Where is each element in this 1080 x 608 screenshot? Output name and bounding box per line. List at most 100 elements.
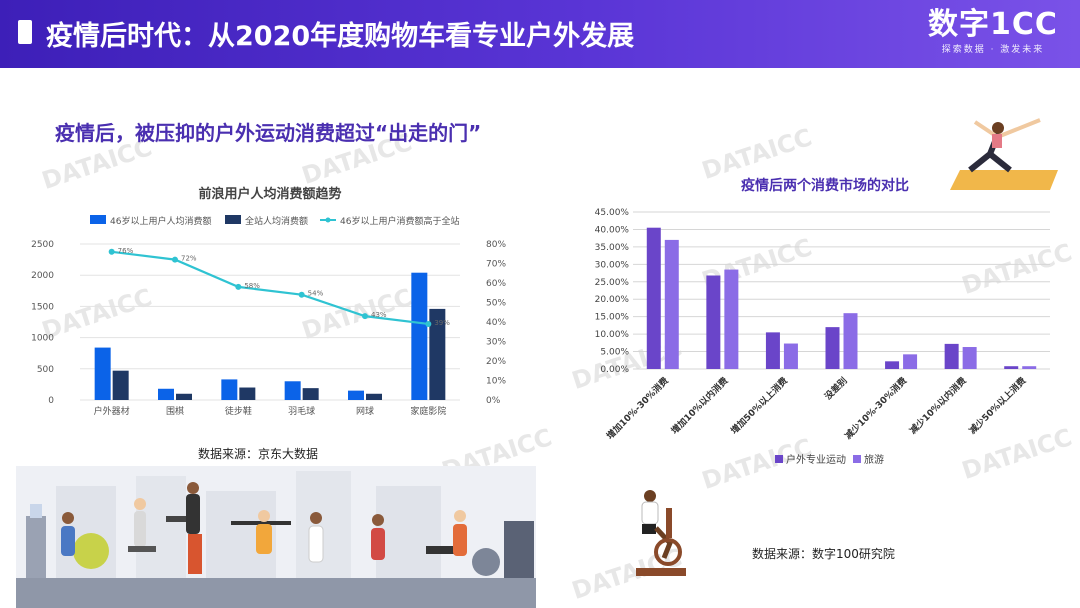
y-tick-right: 70% [486,260,506,270]
bar-site-average [112,370,129,400]
gym-illustration [16,466,536,608]
bar-site-average [302,388,319,400]
y-tick-left: 2500 [31,240,54,250]
series-line [111,250,429,326]
section-title: 疫情后，被压抑的户外运动消费超过“出走的门” [55,121,482,145]
left-data-source: 数据来源：京东大数据 [198,447,319,461]
line-point [172,256,178,263]
yoga-illustration [950,118,1058,190]
bar-travel [664,239,679,369]
y-tick-left: 1500 [31,302,54,312]
y-tick-left: 0 [48,396,54,406]
y-tick-right: 60% [486,279,506,289]
bar-site-average [366,393,382,400]
bar-46plus [284,381,301,400]
x-tick-label: 增加10%以内消费 [669,375,731,437]
y-tick-right: 50% [486,299,506,309]
x-tick-label: 网球 [356,405,374,417]
chart-title: 前浪用户人均消费额趋势 [198,186,341,202]
bar-46plus [411,272,428,400]
data-label: 76% [118,247,134,255]
legend-label: 46岁以上用户消费额高于全站 [340,215,459,227]
bar-site-average [239,387,256,400]
x-tick-label: 减少10%以内消费 [907,375,969,437]
legend-swatch [775,455,783,463]
data-label: 39% [434,319,450,327]
bar-site-average [176,393,192,400]
bar-travel [962,347,977,369]
bar-outdoor [646,227,661,369]
legend-label: 旅游 [864,453,884,466]
bar-travel [783,343,798,369]
right-data-source: 数据来源：数字100研究院 [752,547,895,561]
y-tick-left: 500 [37,365,54,375]
bar-46plus [221,379,238,400]
y-tick: 5.00% [600,348,629,358]
x-tick-label: 增加10%-30%消费 [604,375,671,442]
line-point [298,291,305,298]
data-label: 58% [244,282,260,290]
bar-outdoor [765,332,780,369]
logo-text: 数字1CC [928,7,1058,42]
y-tick-right: 40% [486,318,506,328]
legend-swatch [225,215,241,224]
bar-outdoor [944,343,959,369]
y-tick: 0.00% [600,365,629,375]
y-tick: 35.00% [595,243,630,253]
bar-travel [843,313,858,369]
brand-logo: 数字1CC 探索数据 · 激发未来 [928,8,1058,60]
y-tick: 15.00% [595,313,630,323]
y-tick-left: 1000 [31,334,54,344]
legend-swatch [90,215,106,224]
x-tick-label: 羽毛球 [288,405,315,417]
x-tick-label: 增加50%以上消费 [728,375,790,437]
bar-travel [724,269,739,369]
y-tick: 20.00% [595,295,630,305]
line-point [362,313,368,320]
x-tick-label: 减少10%-30%消费 [842,375,909,442]
bar-46plus [158,388,174,400]
legend-swatch [853,455,861,463]
bar-46plus [94,347,111,400]
legend-swatch-dot [325,217,331,223]
x-tick-label: 家庭影院 [410,405,446,417]
chart-consumption-trend: 前浪用户人均消费额趋势 46岁以上用户人均消费额 全站人均消费额 46岁以上用户消费额… [31,186,506,417]
logo-tagline: 探索数据 · 激发未来 [941,45,1045,55]
x-tick-label: 减少50%以上消费 [966,375,1028,437]
data-label: 72% [181,255,197,263]
bar-outdoor [1004,366,1019,369]
y-tick-right: 30% [486,338,506,348]
y-tick: 30.00% [595,260,630,270]
x-tick-label: 没差别 [822,375,850,403]
bar-travel [1022,366,1037,369]
legend-label: 户外专业运动 [786,453,846,466]
y-tick: 45.00% [595,208,630,218]
x-tick-label: 围棋 [166,405,184,417]
y-tick-right: 80% [486,240,506,250]
bar-outdoor [825,327,840,369]
y-tick-left: 2000 [31,271,54,281]
header-accent-mark [18,20,32,44]
line-point [235,283,242,290]
y-tick: 10.00% [595,330,630,340]
chart-title: 疫情后两个消费市场的对比 [741,177,909,194]
data-label: 43% [371,311,387,319]
y-tick-right: 0% [486,396,501,406]
legend-label: 46岁以上用户人均消费额 [110,215,211,227]
data-label: 54% [308,290,324,298]
bar-outdoor [706,275,721,369]
header-bar: 疫情后时代：从2020年度购物车看专业户外发展 数字1CC 探索数据 · 激发未… [0,0,1080,68]
page-title: 疫情后时代：从2020年度购物车看专业户外发展 [46,21,635,52]
y-tick-right: 20% [486,357,506,367]
bike-rider-illustration [636,490,686,576]
x-tick-label: 户外器材 [94,405,130,417]
bar-46plus [348,390,364,400]
legend-label: 全站人均消费额 [245,215,308,227]
bar-site-average [429,308,446,400]
chart-market-comparison: 疫情后两个消费市场的对比 0.00% 5.00% 10.00% 15.00% 20.00%… [595,177,1050,466]
line-point [108,248,115,255]
x-tick-label: 徒步鞋 [225,405,252,417]
y-tick: 40.00% [595,225,630,235]
y-tick: 25.00% [595,278,630,288]
line-point [425,320,432,327]
